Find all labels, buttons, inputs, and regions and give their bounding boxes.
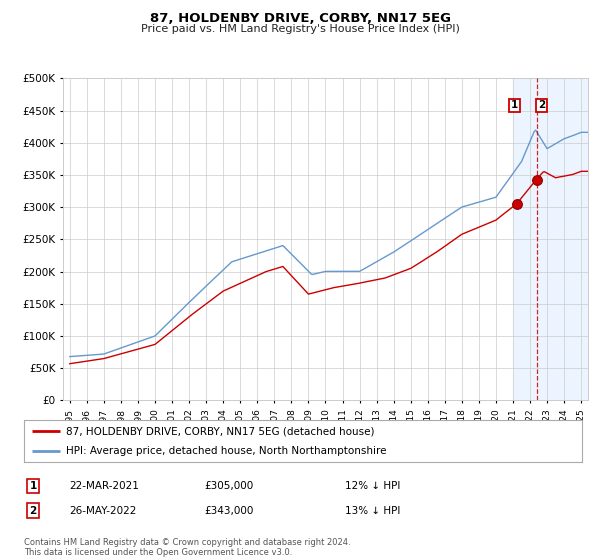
Text: 22-MAR-2021: 22-MAR-2021 bbox=[69, 481, 139, 491]
Text: Price paid vs. HM Land Registry's House Price Index (HPI): Price paid vs. HM Land Registry's House … bbox=[140, 24, 460, 34]
Text: £305,000: £305,000 bbox=[204, 481, 253, 491]
Text: 87, HOLDENBY DRIVE, CORBY, NN17 5EG: 87, HOLDENBY DRIVE, CORBY, NN17 5EG bbox=[149, 12, 451, 25]
Text: 2: 2 bbox=[29, 506, 37, 516]
Text: £343,000: £343,000 bbox=[204, 506, 253, 516]
Text: 13% ↓ HPI: 13% ↓ HPI bbox=[345, 506, 400, 516]
Text: HPI: Average price, detached house, North Northamptonshire: HPI: Average price, detached house, Nort… bbox=[66, 446, 386, 456]
Text: 2: 2 bbox=[538, 100, 545, 110]
Text: 1: 1 bbox=[29, 481, 37, 491]
Bar bbox=[513, 78, 593, 400]
Text: 12% ↓ HPI: 12% ↓ HPI bbox=[345, 481, 400, 491]
Text: 1: 1 bbox=[511, 100, 518, 110]
Text: Contains HM Land Registry data © Crown copyright and database right 2024.
This d: Contains HM Land Registry data © Crown c… bbox=[24, 538, 350, 557]
Text: 26-MAY-2022: 26-MAY-2022 bbox=[69, 506, 136, 516]
Text: 87, HOLDENBY DRIVE, CORBY, NN17 5EG (detached house): 87, HOLDENBY DRIVE, CORBY, NN17 5EG (det… bbox=[66, 426, 374, 436]
